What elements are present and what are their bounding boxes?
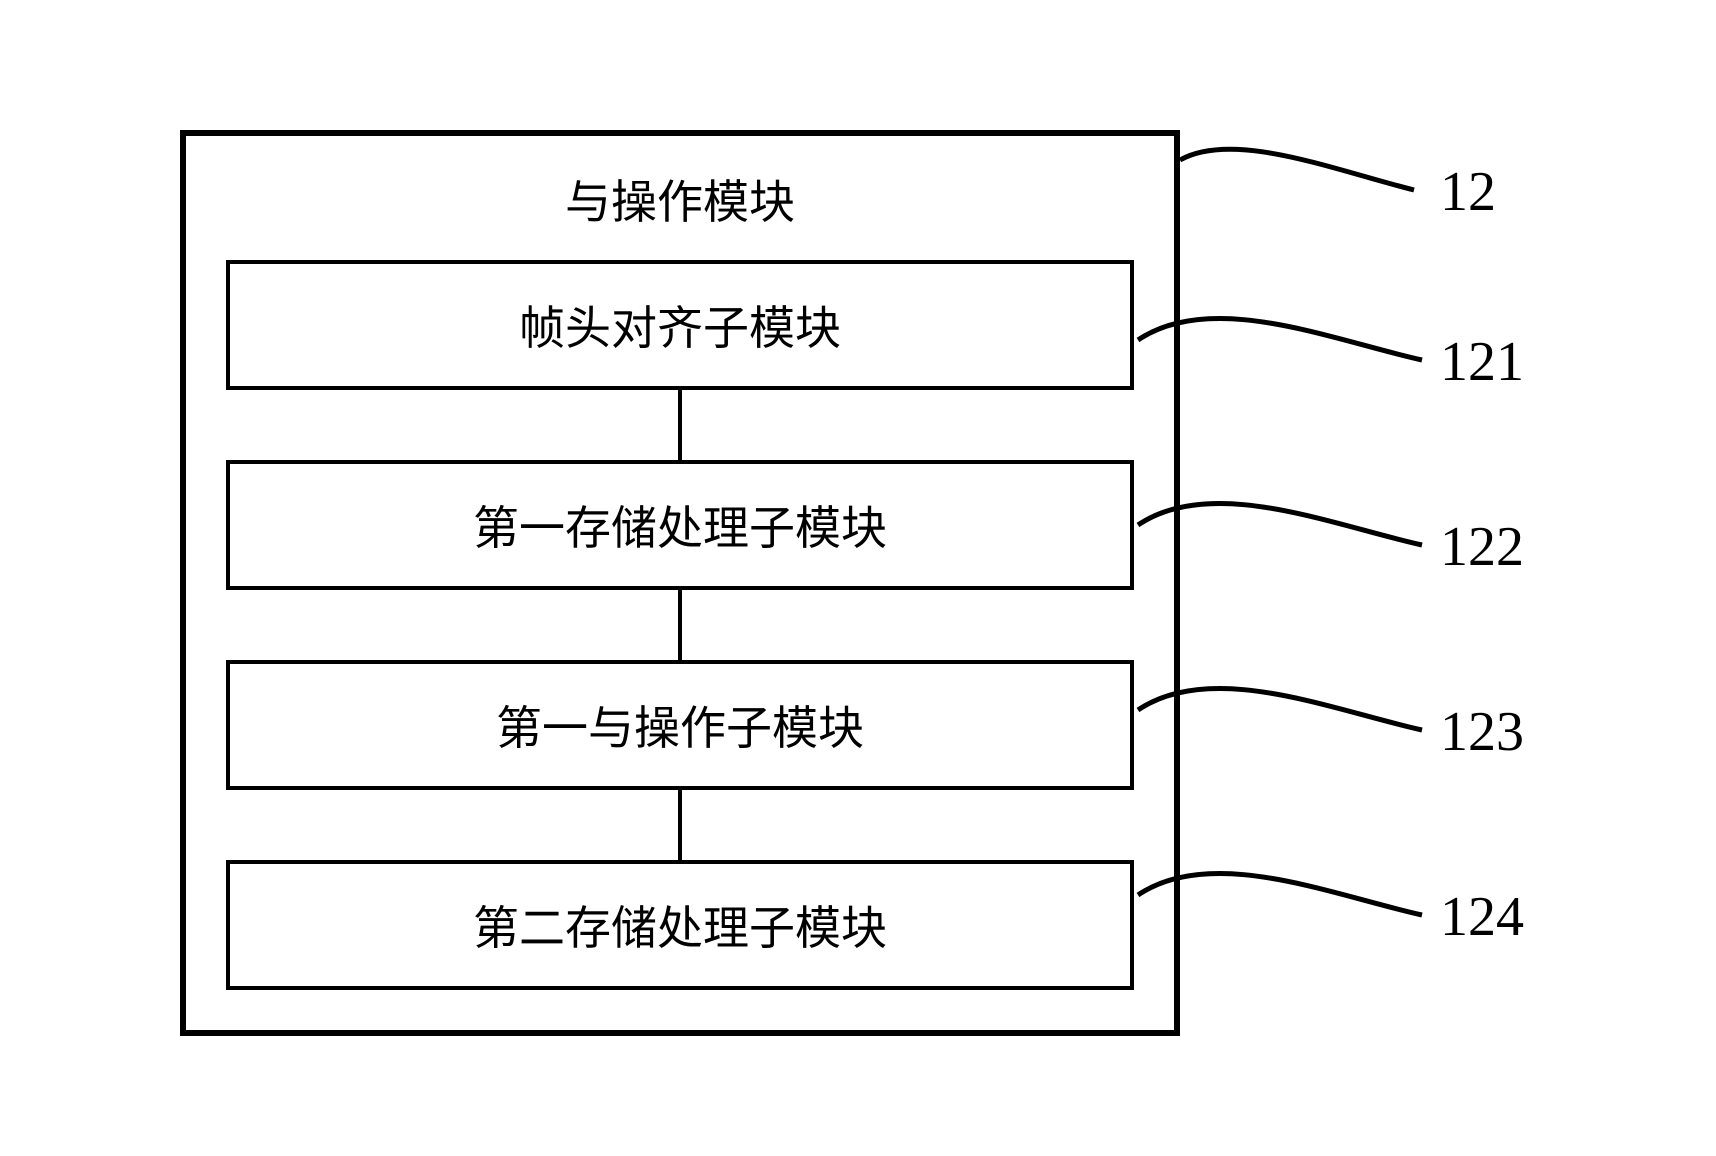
sub-module-3-title: 第一与操作子模块 (496, 703, 864, 754)
connector-2-3 (678, 590, 682, 660)
label-4: 124 (1440, 885, 1524, 949)
sub-module-2: 第一存储处理子模块 (226, 460, 1134, 590)
diagram-container: 与操作模块 帧头对齐子模块 第一存储处理子模块 第一与操作子模块 第二存储处理子… (180, 130, 1180, 1036)
sub-module-3: 第一与操作子模块 (226, 660, 1134, 790)
sub-module-4-title: 第二存储处理子模块 (473, 903, 887, 954)
sub-module-2-title: 第一存储处理子模块 (473, 503, 887, 554)
leader-line-2 (1132, 465, 1432, 585)
label-2: 122 (1440, 515, 1524, 579)
leader-line-1 (1132, 280, 1432, 400)
sub-module-1: 帧头对齐子模块 (226, 260, 1134, 390)
leader-line-3 (1132, 650, 1432, 770)
label-1: 121 (1440, 330, 1524, 394)
leader-line-outer (1174, 120, 1434, 240)
label-outer: 12 (1440, 160, 1496, 224)
sub-module-1-title: 帧头对齐子模块 (519, 303, 841, 354)
outer-module-title: 与操作模块 (226, 166, 1134, 232)
connector-3-4 (678, 790, 682, 860)
outer-module: 与操作模块 帧头对齐子模块 第一存储处理子模块 第一与操作子模块 第二存储处理子… (180, 130, 1180, 1036)
leader-line-4 (1132, 835, 1432, 955)
sub-module-4: 第二存储处理子模块 (226, 860, 1134, 990)
connector-1-2 (678, 390, 682, 460)
label-3: 123 (1440, 700, 1524, 764)
